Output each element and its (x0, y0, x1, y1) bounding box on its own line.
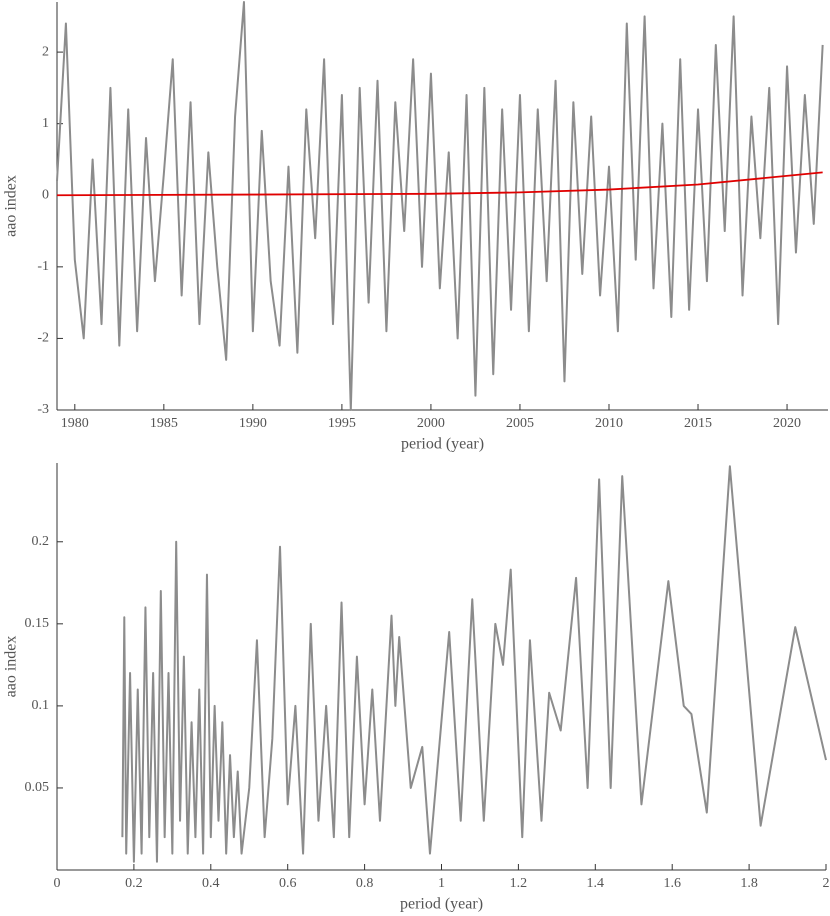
x-tick-label: 1 (438, 876, 445, 891)
data-line (56, 171, 823, 197)
x-tick-label: 2000 (417, 416, 445, 431)
x-tick-label: 0.4 (202, 876, 220, 891)
x-tick-label: 0 (54, 876, 61, 891)
data-line (56, 1, 824, 411)
y-tick-label: 0 (42, 187, 49, 202)
data-line (121, 465, 827, 863)
x-tick-label: 0.8 (356, 876, 374, 891)
x-tick-label: 1985 (150, 416, 178, 431)
y-tick-label: 0.15 (25, 616, 50, 631)
y-tick-label: 0.05 (25, 780, 50, 795)
x-tick-label: 2005 (506, 416, 534, 431)
x-tick-label: 2020 (773, 416, 801, 431)
x-tick-label: 1.2 (510, 876, 528, 891)
x-tick-label: 1.4 (587, 876, 605, 891)
x-tick-label: 2015 (684, 416, 712, 431)
y-tick-label: 0.1 (32, 698, 50, 713)
x-tick-label: 0.2 (125, 876, 143, 891)
x-tick-label: 2010 (595, 416, 623, 431)
x-tick-label: 0.6 (279, 876, 297, 891)
y-tick-label: 1 (42, 116, 49, 131)
x-axis-label: period (year) (401, 436, 484, 453)
x-tick-label: 1.8 (740, 876, 758, 891)
y-tick-label: -1 (37, 259, 49, 274)
y-tick-label: -3 (37, 402, 49, 417)
y-tick-label: -2 (37, 331, 49, 346)
x-tick-label: 2 (823, 876, 830, 891)
x-axis-label: period (year) (400, 896, 483, 913)
x-tick-label: 1995 (328, 416, 356, 431)
x-tick-label: 1.6 (663, 876, 681, 891)
y-tick-label: 0.2 (32, 534, 50, 549)
x-tick-label: 1980 (61, 416, 89, 431)
y-axis-label: aao index (3, 636, 20, 698)
x-tick-label: 1990 (239, 416, 267, 431)
y-axis-label: aao index (3, 175, 20, 237)
y-tick-label: 2 (42, 44, 49, 59)
